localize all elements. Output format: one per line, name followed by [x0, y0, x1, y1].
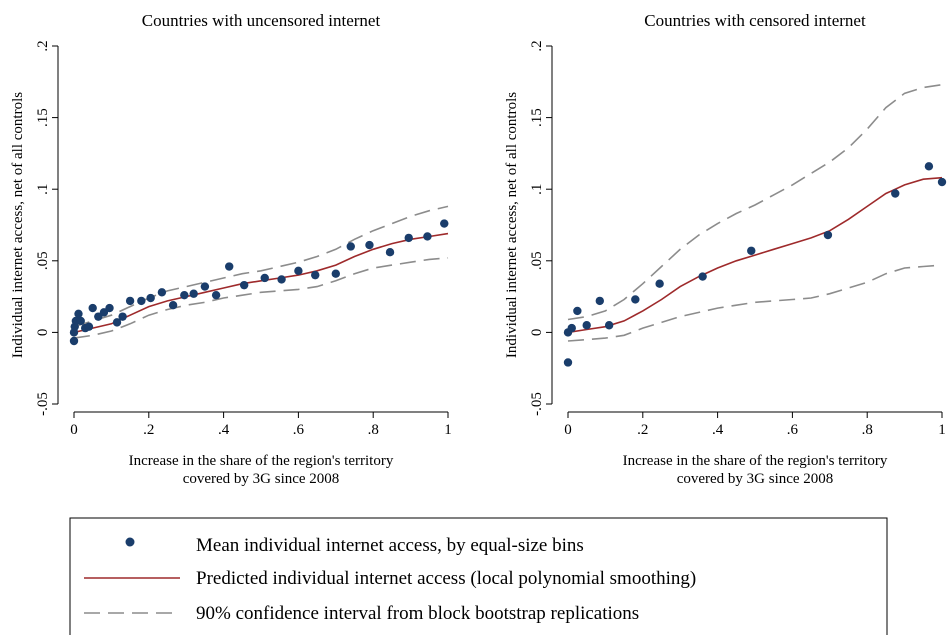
data-point [277, 275, 286, 284]
data-point [69, 336, 79, 346]
x-tick-label: .6 [293, 422, 305, 438]
x-tick-label: 0 [564, 422, 572, 438]
data-point [595, 296, 604, 306]
y-tick-label: .05 [529, 251, 545, 270]
y-tick-label: .15 [529, 108, 545, 127]
x-axis-title: Increase in the share of the region's te… [623, 453, 888, 469]
data-point [157, 288, 167, 297]
x-tick-label: .8 [862, 422, 873, 438]
fitted-line [567, 176, 943, 334]
x-axis-title: covered by 3G since 2008 [183, 471, 340, 487]
data-point [225, 262, 234, 271]
y-tick-label: -.05 [529, 392, 545, 416]
data-point [74, 309, 83, 318]
data-point [655, 279, 664, 288]
data-point [112, 318, 122, 327]
x-axis-title: Increase in the share of the region's te… [129, 453, 394, 469]
data-point [331, 269, 340, 278]
y-tick-label: .1 [529, 184, 545, 195]
data-point [239, 280, 249, 290]
y-tick-label: .15 [35, 108, 51, 127]
legend-label: Predicted individual internet access (lo… [196, 568, 696, 589]
y-tick-label: 0 [35, 329, 51, 337]
data-point [311, 270, 320, 280]
data-point [88, 303, 97, 313]
x-tick-label: .4 [712, 422, 724, 438]
y-tick-label: .2 [35, 40, 51, 51]
data-point [924, 162, 934, 171]
data-point [747, 246, 756, 255]
data-point [937, 177, 947, 187]
data-point [118, 312, 127, 321]
data-point [84, 322, 94, 331]
legend: Mean individual internet access, by equa… [69, 517, 888, 635]
data-point [563, 358, 573, 367]
data-point [631, 295, 640, 304]
x-axis-title: covered by 3G since 2008 [677, 471, 834, 487]
data-point [137, 296, 146, 306]
confidence-interval-lower-line [73, 257, 449, 339]
data-point [365, 240, 374, 250]
data-point [105, 303, 114, 313]
data-point [76, 316, 85, 326]
data-point [404, 233, 413, 243]
y-tick-label: 0 [529, 329, 545, 337]
data-point [423, 232, 432, 241]
chart-title: Countries with censored internet [644, 11, 866, 30]
x-tick-label: .6 [787, 422, 799, 438]
legend-box [69, 517, 888, 635]
data-point [573, 306, 582, 316]
y-axis-title: Individual internet access, net of all c… [504, 92, 520, 358]
data-point [180, 290, 189, 300]
y-axis-title: Individual internet access, net of all c… [10, 92, 26, 358]
fitted-line [73, 232, 449, 334]
data-point [146, 293, 155, 303]
x-tick-label: .2 [637, 422, 648, 438]
data-point [211, 290, 221, 300]
x-tick-label: 0 [70, 422, 78, 438]
data-point [294, 266, 303, 276]
confidence-interval-lower-line [567, 264, 943, 342]
data-point [567, 323, 576, 333]
y-tick-label: -.05 [35, 392, 51, 416]
data-point [189, 289, 198, 298]
legend-label: Mean individual internet access, by equa… [196, 535, 584, 556]
x-tick-label: .2 [143, 422, 154, 438]
data-point [125, 296, 135, 306]
data-point [698, 272, 707, 281]
legend-dot-marker [125, 537, 135, 547]
x-tick-label: .4 [218, 422, 230, 438]
confidence-interval-upper-line [567, 83, 943, 321]
data-point [440, 219, 449, 228]
data-point [891, 189, 900, 198]
data-point [582, 321, 591, 330]
confidence-interval-upper-line [73, 205, 449, 328]
y-tick-label: .2 [529, 40, 545, 51]
data-point [604, 321, 614, 330]
data-point [385, 248, 395, 257]
chart-censored: Countries with censored internet -.05 0 .05… [504, 11, 947, 487]
y-tick-label: .05 [35, 251, 51, 270]
legend-label: 90% confidence interval from block boots… [196, 603, 639, 624]
x-tick-label: .8 [368, 422, 379, 438]
x-tick-label: 1 [938, 422, 946, 438]
x-tick-label: 1 [444, 422, 452, 438]
data-point [823, 230, 833, 240]
data-point [168, 300, 178, 310]
y-tick-label: .1 [35, 184, 51, 195]
chart-title: Countries with uncensored internet [142, 11, 381, 30]
data-point [200, 282, 210, 291]
data-point [260, 273, 269, 283]
data-point [346, 242, 355, 251]
chart-uncensored: Countries with uncensored internet -.05 0.… [10, 11, 452, 487]
